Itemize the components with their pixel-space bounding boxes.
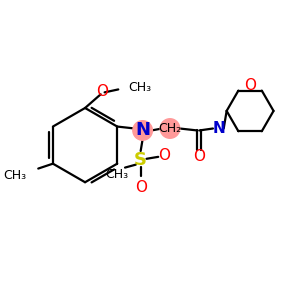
Text: N: N [212,121,225,136]
Text: CH₃: CH₃ [128,81,151,94]
Text: O: O [193,149,205,164]
Text: O: O [96,84,108,99]
Circle shape [133,121,152,140]
Text: O: O [158,148,170,164]
Text: N: N [135,122,150,140]
Text: CH₂: CH₂ [158,122,182,135]
Text: O: O [135,180,147,195]
Circle shape [160,119,180,138]
Text: CH₃: CH₃ [106,168,129,181]
Text: S: S [134,151,147,169]
Text: O: O [244,78,256,93]
Text: CH₃: CH₃ [3,169,26,182]
